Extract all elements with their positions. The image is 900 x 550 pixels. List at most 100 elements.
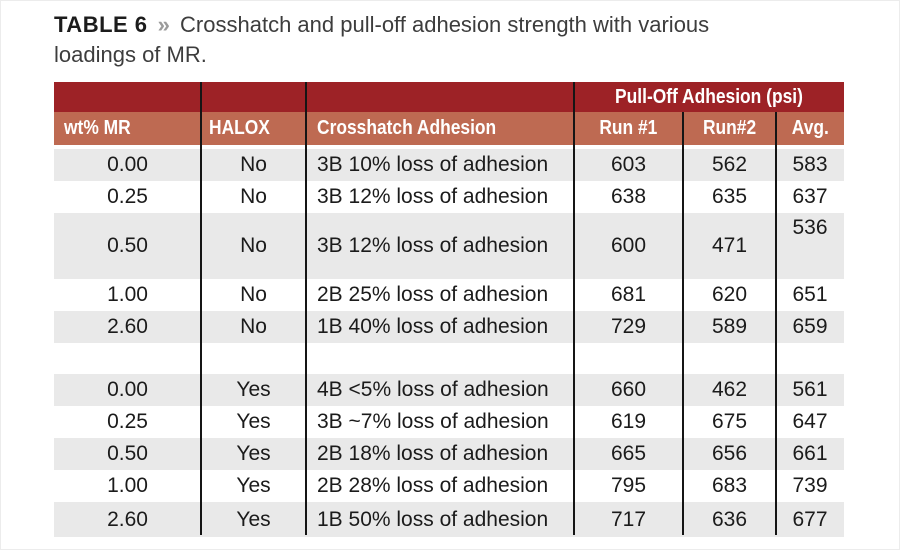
group-header-spacer: [54, 82, 201, 112]
column-header-run1: Run #1: [574, 112, 683, 145]
cell-run2: 462: [711, 378, 748, 401]
cell-halox: No: [240, 283, 267, 306]
group-header-pulloff-label: Pull-Off Adhesion (psi): [615, 85, 803, 108]
cell-crosshatch: 3B 12% loss of adhesion: [317, 234, 549, 257]
cell-halox: Yes: [236, 507, 271, 531]
column-rule: [200, 82, 202, 535]
cell-run1: 619: [610, 410, 647, 433]
cell-avg: 677: [792, 507, 828, 531]
table-row: 2.60 Yes 1B 50% loss of adhesion 717 636…: [54, 502, 844, 537]
column-rule: [305, 82, 307, 535]
cell-wt: 0.50: [107, 234, 148, 257]
column-header-avg: Avg.: [776, 112, 844, 145]
table-row: 0.25 Yes 3B ~7% loss of adhesion 619 675…: [54, 406, 844, 438]
table-row: 0.50 No 3B 12% loss of adhesion 600 471 …: [54, 213, 844, 279]
cell-halox: No: [240, 185, 267, 208]
cell-halox: Yes: [236, 378, 271, 401]
cell-crosshatch: 1B 50% loss of adhesion: [317, 507, 549, 531]
cell-run2: 636: [711, 507, 748, 531]
cell-wt: 0.50: [107, 442, 148, 465]
cell-run1: 795: [610, 474, 647, 497]
group-header-pulloff: Pull-Off Adhesion (psi): [574, 82, 844, 112]
cell-run2: 635: [711, 185, 748, 208]
column-header-wt-label: wt% MR: [64, 117, 131, 139]
column-header-run2: Run#2: [683, 112, 776, 145]
column-header-run1-label: Run #1: [599, 117, 658, 139]
cell-halox: No: [240, 315, 267, 338]
table-row: 0.00 No 3B 10% loss of adhesion 603 562 …: [54, 149, 844, 181]
table-caption: TABLE 6 » Crosshatch and pull-off adhesi…: [54, 10, 774, 70]
cell-wt: 0.25: [107, 410, 148, 433]
cell-run2: 683: [711, 474, 748, 497]
column-header-crosshatch-label: Crosshatch Adhesion: [317, 117, 497, 139]
table-header-row: wt% MR HALOX Crosshatch Adhesion Run #1 …: [54, 112, 844, 145]
cell-run1: 681: [610, 283, 647, 306]
cell-avg: 651: [792, 283, 828, 306]
table-row: 1.00 No 2B 25% loss of adhesion 681 620 …: [54, 279, 844, 311]
cell-avg: 661: [792, 442, 828, 465]
cell-crosshatch: 3B 12% loss of adhesion: [317, 185, 549, 208]
cell-avg: 583: [792, 153, 828, 176]
table-row: 0.50 Yes 2B 18% loss of adhesion 665 656…: [54, 438, 844, 470]
cell-run1: 603: [610, 153, 647, 176]
cell-run1: 638: [610, 185, 647, 208]
cell-wt: 0.00: [107, 153, 148, 176]
cell-avg: 647: [792, 410, 828, 433]
table-group-header-row: Pull-Off Adhesion (psi): [54, 82, 844, 112]
cell-run2: 675: [711, 410, 748, 433]
cell-crosshatch: 3B 10% loss of adhesion: [317, 153, 549, 176]
adhesion-table: Pull-Off Adhesion (psi) wt% MR HALOX Cro…: [54, 82, 844, 537]
group-header-spacer: [201, 82, 306, 112]
cell-run1: 717: [610, 507, 647, 531]
column-header-wt: wt% MR: [54, 112, 201, 145]
cell-crosshatch: 2B 28% loss of adhesion: [317, 474, 549, 497]
column-header-crosshatch: Crosshatch Adhesion: [306, 112, 574, 145]
cell-avg: 561: [792, 378, 828, 401]
cell-run1: 600: [610, 234, 647, 257]
table-caption-text: Crosshatch and pull-off adhesion strengt…: [54, 12, 710, 67]
cell-run2: 656: [711, 442, 748, 465]
cell-wt: 2.60: [107, 507, 148, 531]
cell-crosshatch: 1B 40% loss of adhesion: [317, 315, 549, 338]
column-header-halox-label: HALOX: [209, 117, 270, 139]
cell-run2: 589: [711, 315, 748, 338]
column-header-run2-label: Run#2: [702, 117, 757, 139]
cell-halox: Yes: [236, 410, 271, 433]
cell-avg: 637: [792, 185, 828, 208]
cell-wt: 1.00: [107, 283, 148, 306]
cell-crosshatch: 2B 18% loss of adhesion: [317, 442, 549, 465]
cell-run1: 665: [610, 442, 647, 465]
table-row: 2.60 No 1B 40% loss of adhesion 729 589 …: [54, 311, 844, 343]
cell-avg: 659: [792, 315, 828, 338]
column-header-avg-label: Avg.: [791, 117, 829, 139]
cell-halox: Yes: [236, 442, 271, 465]
column-rule: [573, 82, 575, 535]
table-spacer-row: [54, 343, 844, 374]
table-caption-label: TABLE 6: [54, 12, 148, 37]
table-row: 1.00 Yes 2B 28% loss of adhesion 795 683…: [54, 470, 844, 502]
cell-wt: 1.00: [107, 474, 148, 497]
table-row: 0.00 Yes 4B <5% loss of adhesion 660 462…: [54, 374, 844, 406]
column-rule: [682, 112, 684, 535]
column-rule: [775, 112, 777, 535]
group-header-spacer: [306, 82, 574, 112]
cell-halox: Yes: [236, 474, 271, 497]
cell-wt: 2.60: [107, 315, 148, 338]
table-row: 0.25 No 3B 12% loss of adhesion 638 635 …: [54, 181, 844, 213]
cell-halox: No: [240, 153, 267, 176]
header-body-gap: [54, 145, 844, 149]
cell-run1: 729: [610, 315, 647, 338]
cell-avg: 739: [792, 474, 828, 497]
column-header-halox: HALOX: [201, 112, 306, 145]
cell-run2: 620: [711, 283, 748, 306]
cell-avg: 536: [792, 216, 828, 239]
caption-chevrons-icon: »: [157, 12, 170, 37]
cell-halox: No: [240, 234, 267, 257]
cell-crosshatch: 4B <5% loss of adhesion: [317, 378, 549, 401]
cell-wt: 0.00: [107, 378, 148, 401]
cell-crosshatch: 2B 25% loss of adhesion: [317, 283, 549, 306]
cell-crosshatch: 3B ~7% loss of adhesion: [317, 410, 549, 433]
cell-run2: 471: [711, 234, 748, 257]
cell-run2: 562: [711, 153, 748, 176]
